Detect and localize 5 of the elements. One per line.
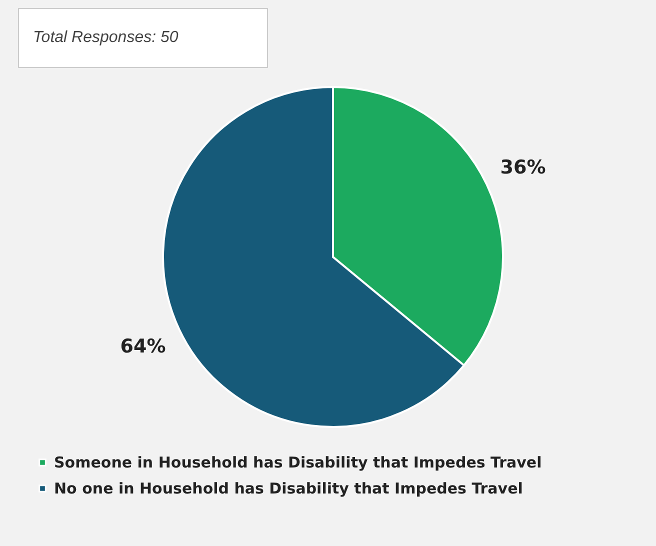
data-label: 64% — [120, 335, 166, 358]
data-label: 36% — [500, 156, 546, 179]
legend-label: No one in Household has Disability that Impedes Travel — [54, 480, 523, 498]
text: Total Responses: 50 — [18, 8, 268, 68]
legend-label: Someone in Household has Disability that Impedes Travel — [54, 454, 542, 472]
